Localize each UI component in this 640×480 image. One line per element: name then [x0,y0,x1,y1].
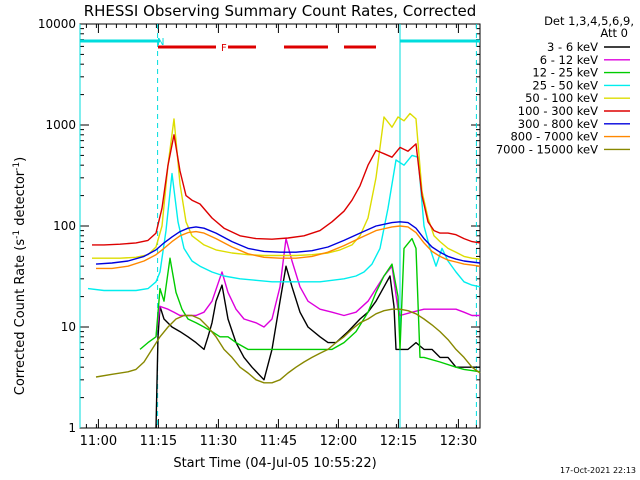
legend-header-line-2: Att 0 [600,26,628,40]
y-tick-label: 1 [68,421,76,435]
series-line [95,308,481,384]
legend-entry-label: 3 - 6 keV [547,40,598,54]
y-tick-label: 10000 [38,17,76,31]
plot-area: 1 10 100 1000 10000 11:00 11:15 11:30 11:45 12:00… [38,17,481,449]
series-line [95,221,481,265]
legend-entry-label: 7000 - 15000 keV [496,142,598,156]
x-tick-label: 12:00 [320,434,357,449]
series-line [155,265,480,429]
series-line [96,225,481,270]
legend-entry-label: 50 - 100 keV [525,91,598,105]
x-tick-label: 12:15 [380,434,417,449]
y-tick-label: 100 [53,219,76,233]
y-tick-label: 10 [61,320,76,334]
y-axis-title-main: Corrected Count Rate (s [13,239,28,396]
series-line [139,237,481,373]
x-axis-title: Start Time (04-Jul-05 10:55:22) [173,456,376,471]
y-axis-title-middle: detector [13,170,28,230]
state-bar-label: N [157,37,164,48]
x-tick-label: 11:00 [80,434,117,449]
series-line [155,237,480,337]
legend-entry-label: 300 - 800 keV [518,117,598,131]
series-line [92,134,481,246]
legend-entry-label: 800 - 7000 keV [510,130,598,144]
footer-timestamp: 17-Oct-2021 22:13 [560,466,636,475]
chart-title: RHESSI Observing Summary Count Rates, Co… [84,2,477,20]
series-line [92,112,481,260]
state-bar-label: F [221,43,227,54]
x-tick-label: 12:30 [440,434,477,449]
legend-entry-label: 100 - 300 keV [518,104,598,118]
y-tick-label: 1000 [45,118,76,132]
legend-entry-label: 6 - 12 keV [540,53,598,67]
y-axis-title-exponent-1: -1 [12,230,22,239]
legend-entry-label: 25 - 50 keV [532,78,598,92]
x-tick-label: 11:45 [260,434,297,449]
series-line [87,154,481,292]
legend-header-line-1: Det 1,3,4,5,6,9, [544,14,634,28]
y-axis-title: Corrected Count Rate (s-1 detector-1) [12,157,28,395]
y-axis-title-exponent-2: -1 [12,162,22,171]
legend-entry-label: 12 - 25 keV [532,66,598,80]
x-tick-label: 11:15 [140,434,177,449]
plot-frame [79,23,481,429]
y-axis-title-close: ) [13,157,28,162]
x-tick-label: 11:30 [200,434,237,449]
